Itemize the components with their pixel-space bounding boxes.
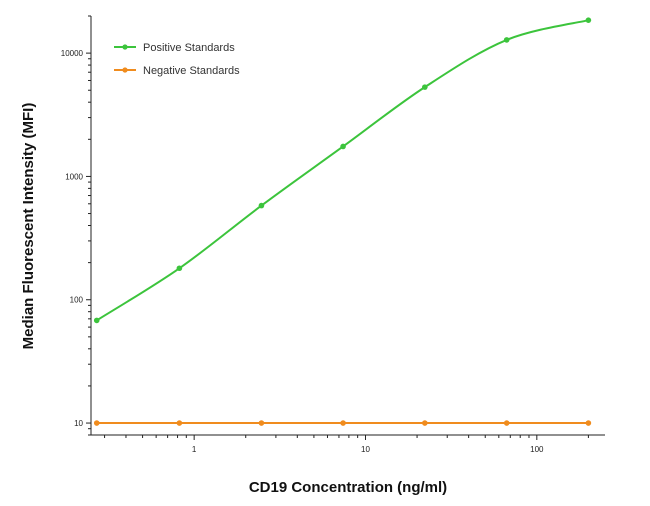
legend: Positive Standards Negative Standards xyxy=(114,42,240,77)
data-point-negative xyxy=(340,420,346,426)
y-axis-title: Median Fluorescent Intensity (MFI) xyxy=(20,103,37,350)
y-tick-label: 1000 xyxy=(65,172,83,181)
legend-item-negative: Negative Standards xyxy=(114,65,240,77)
legend-marker-negative xyxy=(122,67,128,73)
y-tick-label: 10 xyxy=(74,419,83,428)
legend-marker-positive xyxy=(122,44,128,50)
data-point-negative xyxy=(585,420,592,426)
data-point-positive xyxy=(176,265,183,272)
data-point-negative xyxy=(422,420,428,426)
x-tick-label: 1 xyxy=(192,445,197,454)
data-point-negative xyxy=(93,420,100,426)
y-tick-label: 10000 xyxy=(61,49,84,58)
x-axis-title: CD19 Concentration (ng/ml) xyxy=(249,479,447,496)
series-layer xyxy=(93,17,592,426)
legend-item-positive: Positive Standards xyxy=(114,42,235,54)
data-point-positive xyxy=(340,143,346,150)
y-tick-label: 100 xyxy=(70,296,84,305)
axes xyxy=(90,16,605,436)
x-ticks: 1 10 100 xyxy=(104,435,589,454)
data-point-positive xyxy=(422,84,428,90)
data-point-positive xyxy=(503,37,510,43)
data-point-negative xyxy=(503,420,510,426)
data-point-positive xyxy=(258,202,265,209)
data-point-negative xyxy=(258,420,265,426)
data-point-positive xyxy=(585,17,592,23)
data-point-negative xyxy=(176,420,183,426)
x-tick-label: 10 xyxy=(361,445,370,454)
data-point-positive xyxy=(93,317,100,324)
x-tick-label: 100 xyxy=(530,445,544,454)
y-ticks: 10 100 1000 10000 xyxy=(61,15,91,436)
legend-label-negative: Negative Standards xyxy=(143,65,240,77)
legend-label-positive: Positive Standards xyxy=(143,42,235,54)
